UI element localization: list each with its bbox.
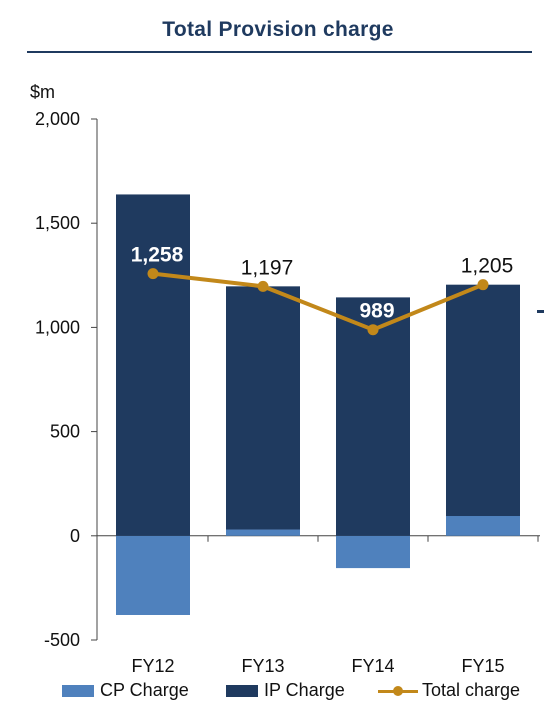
x-tick-label: FY12: [131, 656, 174, 676]
chart-title: Total Provision charge: [162, 18, 394, 41]
total-charge-label: 1,205: [461, 255, 514, 278]
provision-chart: $m -500 0 500 1,000 1,500 2,000 FY12 FY13 FY14 FY1…: [30, 82, 540, 676]
legend-item-total: Total charge: [378, 680, 520, 701]
bar-ip-fy12: [116, 194, 190, 536]
legend-item-cp: CP Charge: [62, 680, 189, 701]
title-underline: [27, 51, 532, 53]
y-tick-label: 0: [70, 526, 80, 546]
y-axis-unit-label: $m: [30, 82, 55, 102]
x-tick-label: FY13: [241, 656, 284, 676]
legend-label-ip: IP Charge: [264, 680, 345, 700]
x-tick-label: FY15: [461, 656, 504, 676]
bar-cp-fy15: [446, 516, 520, 536]
total-charge-point: [257, 280, 269, 292]
legend-label-cp: CP Charge: [100, 680, 189, 700]
total-charge-point: [477, 279, 489, 291]
x-tick-label: FY14: [351, 656, 394, 676]
legend-label-total: Total charge: [422, 680, 521, 700]
total-charge-line: [152, 271, 484, 332]
bar-ip-fy14: [336, 297, 410, 536]
y-tick-label: 2,000: [35, 109, 80, 129]
bar-ip-fy13: [226, 286, 300, 530]
total-charge-point: [147, 268, 159, 280]
y-tick-label: 500: [50, 422, 80, 442]
edge-marker: [537, 310, 544, 313]
chart-legend: CP Charge IP Charge Total charge: [0, 680, 544, 702]
y-tick-label: 1,000: [35, 317, 80, 337]
legend-swatch-cp: [62, 684, 94, 697]
total-charge-point: [367, 324, 379, 336]
total-charge-label: 1,258: [131, 244, 184, 267]
bar-cp-fy14: [336, 535, 410, 569]
legend-swatch-total: [378, 685, 418, 697]
bar-ip-fy15: [446, 284, 520, 517]
legend-item-ip: IP Charge: [226, 680, 345, 701]
total-charge-label: 1,197: [241, 256, 294, 279]
bar-cp-fy12: [116, 535, 190, 615]
bar-cp-fy13: [226, 529, 300, 536]
y-tick-label: 1,500: [35, 213, 80, 233]
y-tick-label: -500: [44, 630, 80, 650]
total-charge-label: 989: [359, 300, 394, 323]
legend-swatch-ip: [226, 684, 258, 697]
